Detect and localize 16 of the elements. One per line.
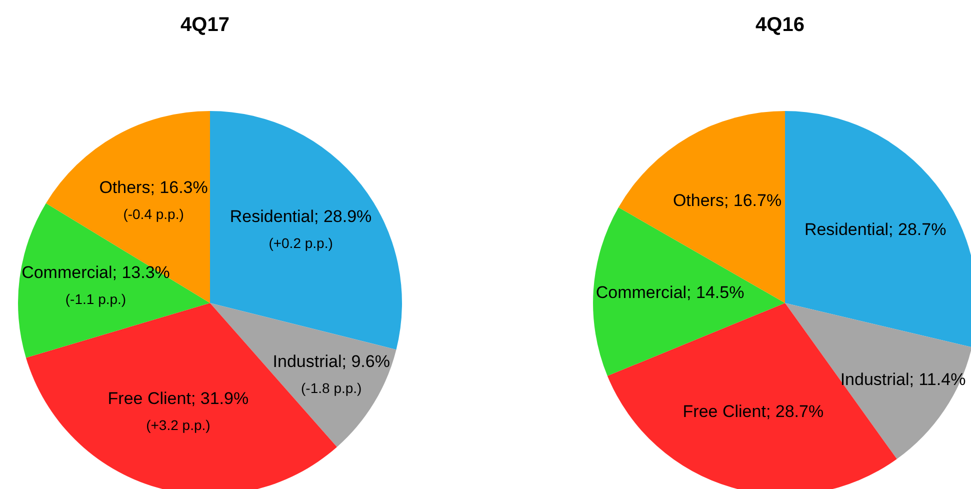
text: (-1.8 p.p.): [301, 380, 362, 396]
slice-label: Industrial; 11.4%: [839, 369, 967, 392]
slice-label: Commercial; 14.5%: [594, 282, 746, 304]
chart-title: 4Q17: [180, 14, 230, 37]
slice-label: Others; 16.3%: [98, 176, 209, 199]
text: (-1.1 p.p.): [64, 290, 128, 310]
chart-title: 4Q16: [754, 14, 806, 37]
slice-label: Residential; 28.7%: [803, 218, 948, 241]
text: (+0.2 p.p.): [268, 234, 334, 254]
slice-label: Industrial; 9.6%: [272, 350, 391, 373]
slice-label: Free Client; 28.7%: [682, 400, 825, 423]
slice-label: Residential; 28.9%: [228, 206, 373, 228]
text: (+3.2 p.p.): [145, 416, 212, 435]
slice-label: Free Client; 31.9%: [106, 388, 250, 410]
text: (-0.4 p.p.): [123, 206, 184, 222]
slice-label: Others; 16.7%: [672, 190, 783, 212]
